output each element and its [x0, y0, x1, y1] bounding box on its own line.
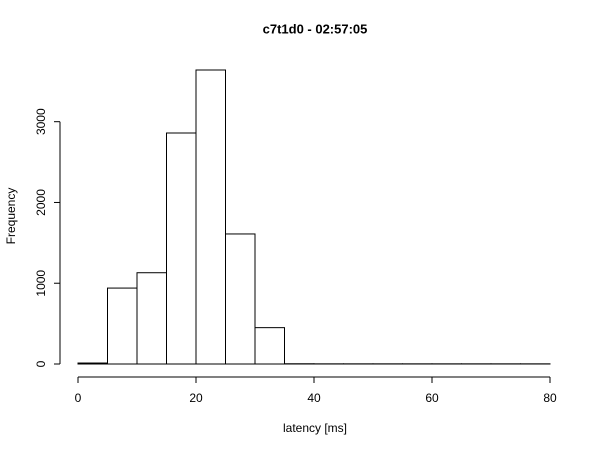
- y-axis-label: Frequency: [4, 188, 18, 245]
- histogram-bar: [77, 362, 108, 365]
- x-tick-label: 60: [425, 391, 439, 405]
- chart-title: c7t1d0 - 02:57:05: [263, 21, 368, 36]
- histogram-bar: [136, 272, 167, 365]
- histogram-bar: [195, 69, 226, 365]
- y-tick-label: 3000: [34, 108, 48, 135]
- x-tick-label: 20: [189, 391, 203, 405]
- histogram-bar: [107, 287, 138, 365]
- y-tick-label: 2000: [34, 189, 48, 216]
- y-tick-label: 1000: [34, 270, 48, 297]
- histogram-bar: [254, 327, 285, 365]
- x-tick-label: 0: [75, 391, 82, 405]
- histogram-bar: [166, 132, 197, 365]
- histogram-bar: [225, 233, 256, 365]
- x-tick-label: 80: [543, 391, 557, 405]
- x-tick-label: 40: [307, 391, 321, 405]
- x-axis-label: latency [ms]: [283, 421, 347, 435]
- y-tick-label: 0: [34, 360, 48, 367]
